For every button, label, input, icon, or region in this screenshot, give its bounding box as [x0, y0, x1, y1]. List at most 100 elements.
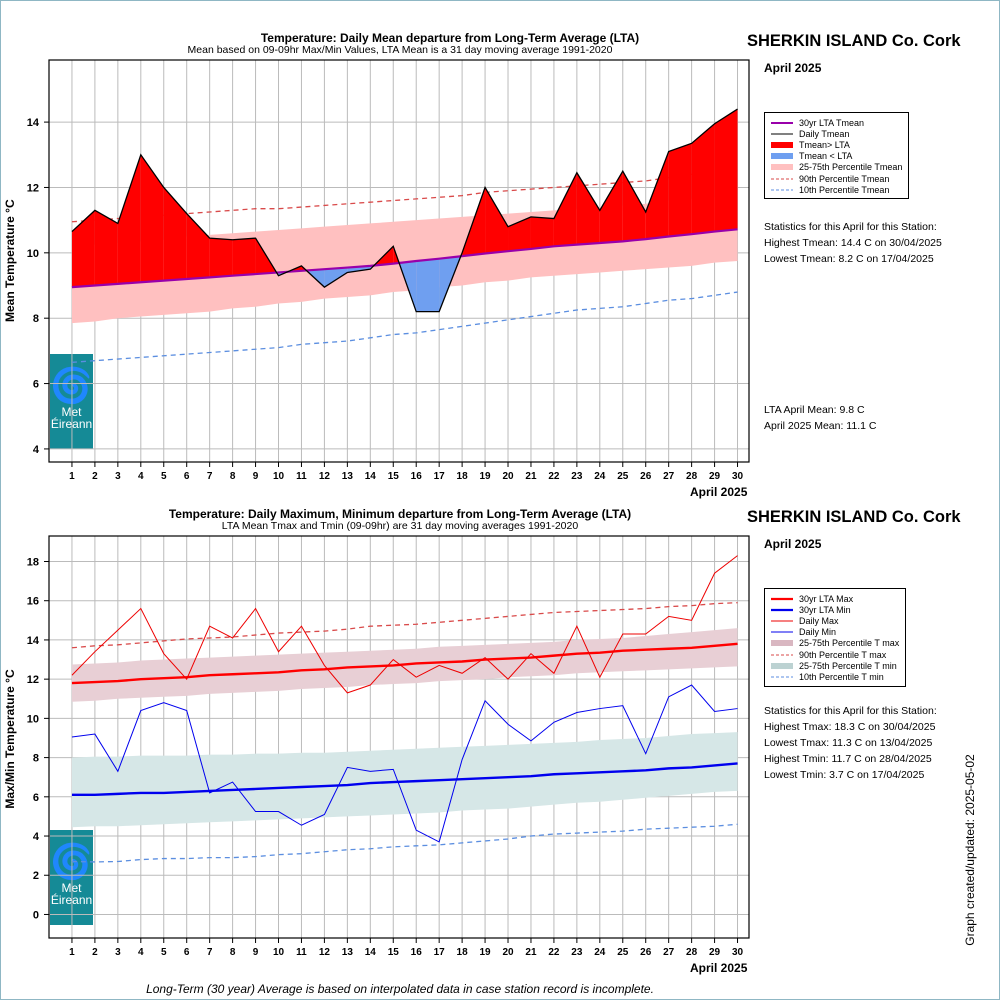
footer-note: Long-Term (30 year) Average is based on …: [146, 982, 654, 996]
chart1-xtick-label-24: 25: [617, 471, 629, 482]
legend2-item-4: 25-75th Percentile T max: [771, 638, 899, 649]
chart1-xtick-label-8: 9: [253, 471, 259, 482]
legend1-item-3: Tmean < LTA: [771, 151, 902, 162]
legend2-swatch-3: [771, 631, 793, 633]
legend1-label-0: 30yr LTA Tmean: [799, 117, 865, 128]
chart2-ytick-label-6: 12: [27, 674, 39, 686]
chart1-ytick-label-3: 10: [27, 248, 39, 260]
chart1-line-daily: [71, 108, 738, 313]
legend1-swatch-0: [771, 121, 793, 124]
chart2-month: April 2025: [764, 537, 822, 551]
chart1-xtick-label-17: 18: [457, 471, 469, 482]
legend2-swatch-5: [771, 654, 793, 656]
chart1-subtitle: Mean based on 09-09hr Max/Min Values, LT…: [187, 44, 613, 56]
chart1-xtick-label-14: 15: [388, 471, 400, 482]
chart2-band-tmin: [71, 732, 738, 828]
legend1-item-5: 90th Percentile Tmean: [771, 173, 902, 184]
chart1-departure-0: [71, 210, 95, 288]
chart2-xtick-label-20: 21: [525, 947, 537, 958]
chart1-xtick-label-29: 30: [732, 471, 744, 482]
legend2-label-6: 25-75th Percentile T min: [799, 660, 897, 671]
chart1-departure-7: [232, 238, 256, 276]
chart1-xtick-label-25: 26: [640, 471, 652, 482]
chart1-line-p10: [71, 291, 738, 363]
chart2-xtick-label-14: 15: [388, 947, 400, 958]
chart1-axes-frame: [48, 59, 750, 463]
legend2-swatch-6: [771, 662, 793, 669]
chart1-xtick-label-20: 21: [525, 471, 537, 482]
chart2-xtick-label-25: 26: [640, 947, 652, 958]
chart2-subtitle: LTA Mean Tmax and Tmin (09-09hr) are 31 …: [221, 520, 579, 532]
legend2-item-7: 10th Percentile T min: [771, 671, 899, 682]
legend1-swatch-4: [771, 164, 793, 171]
chart2-axes-frame: [48, 535, 750, 939]
chart1-departure-4: [163, 187, 187, 281]
chart2-ytick-label-8: 16: [27, 596, 39, 608]
chart1-plot-area: [49, 60, 749, 462]
chart2-line-p90-max: [71, 602, 738, 649]
chart1-xtick-label-22: 23: [571, 471, 583, 482]
chart2-xtick-label-18: 19: [480, 947, 492, 958]
legend1-swatch-3: [771, 153, 793, 160]
chart2-xtick-label-19: 20: [502, 947, 514, 958]
chart2-xtick-label-28: 29: [709, 947, 721, 958]
legend1-swatch-5: [771, 178, 793, 180]
chart1-ytick-label-1: 6: [33, 379, 39, 391]
chart1-xtick-label-1: 2: [92, 471, 98, 482]
chart1-xtick-label-7: 8: [230, 471, 236, 482]
legend2-swatch-0: [771, 597, 793, 600]
chart1-departure-26: [668, 143, 692, 237]
chart1-departure-11: [324, 267, 348, 288]
chart1-departure-3: [140, 154, 164, 283]
chart2-xtick-label-13: 14: [365, 947, 377, 958]
legend1-swatch-6: [771, 189, 793, 191]
legend2-label-3: Daily Min: [799, 627, 837, 638]
chart1-stat-highest: Highest Tmean: 14.4 C on 30/04/2025: [764, 237, 942, 249]
legend2-item-1: 30yr LTA Min: [771, 604, 899, 615]
chart2-stat-lowest-tmax: Lowest Tmax: 11.3 C on 13/04/2025: [764, 737, 933, 749]
chart1-departure-5: [186, 213, 210, 279]
legend1-item-1: Daily Tmean: [771, 128, 902, 139]
chart1-departure-2: [117, 154, 141, 284]
chart2-line-lta-max: [71, 642, 738, 685]
chart2-xtick-label-10: 11: [296, 947, 307, 958]
legend2-item-0: 30yr LTA Max: [771, 593, 899, 604]
chart1-month-mean: April 2025 Mean: 11.1 C: [764, 420, 877, 432]
chart1-departure-28: [714, 109, 738, 232]
chart1-xtick-label-2: 3: [115, 471, 121, 482]
chart1-stats-heading: Statistics for this April for this Stati…: [764, 221, 937, 233]
legend2-label-1: 30yr LTA Min: [799, 604, 851, 615]
chart2-xtick-label-11: 12: [319, 947, 331, 958]
chart1-ytick-label-0: 4: [33, 444, 40, 456]
chart2-xtick-label-27: 28: [686, 947, 698, 958]
chart1-xtick-label-13: 14: [365, 471, 377, 482]
chart2-xtick-label-5: 6: [184, 947, 190, 958]
chart1-xtick-label-3: 4: [138, 471, 144, 482]
chart1-stat-lowest: Lowest Tmean: 8.2 C on 17/04/2025: [764, 253, 934, 265]
legend2-item-3: Daily Min: [771, 627, 899, 638]
chart1-xtick-label-23: 24: [594, 471, 606, 482]
chart1-departure-19: [508, 216, 531, 252]
chart1-xtick-label-27: 28: [686, 471, 698, 482]
chart1-lta-mean: LTA April Mean: 9.8 C: [764, 404, 865, 416]
legend2-item-6: 25-75th Percentile T min: [771, 660, 899, 671]
chart1-departure-15: [416, 258, 440, 312]
chart1-xtick-label-0: 1: [69, 471, 75, 482]
chart1-ytick-label-2: 8: [33, 313, 39, 325]
legend1-swatch-1: [771, 133, 793, 135]
legend1-label-2: Tmean> LTA: [799, 139, 850, 150]
chart2-x-axis-label: April 2025: [690, 961, 748, 975]
chart2-ytick-label-2: 4: [33, 831, 40, 843]
chart2-xtick-label-26: 27: [663, 947, 675, 958]
chart2-xtick-label-7: 8: [230, 947, 236, 958]
chart2-station: SHERKIN ISLAND Co. Cork: [747, 508, 961, 526]
chart1-departure-27: [691, 123, 715, 235]
chart1-xtick-label-18: 19: [480, 471, 492, 482]
chart2-xtick-label-2: 3: [115, 947, 121, 958]
chart1-station: SHERKIN ISLAND Co. Cork: [747, 32, 961, 50]
legend2-label-5: 90th Percentile T max: [799, 649, 887, 660]
chart1-xtick-label-21: 22: [548, 471, 560, 482]
chart2-ytick-label-0: 0: [33, 909, 39, 921]
